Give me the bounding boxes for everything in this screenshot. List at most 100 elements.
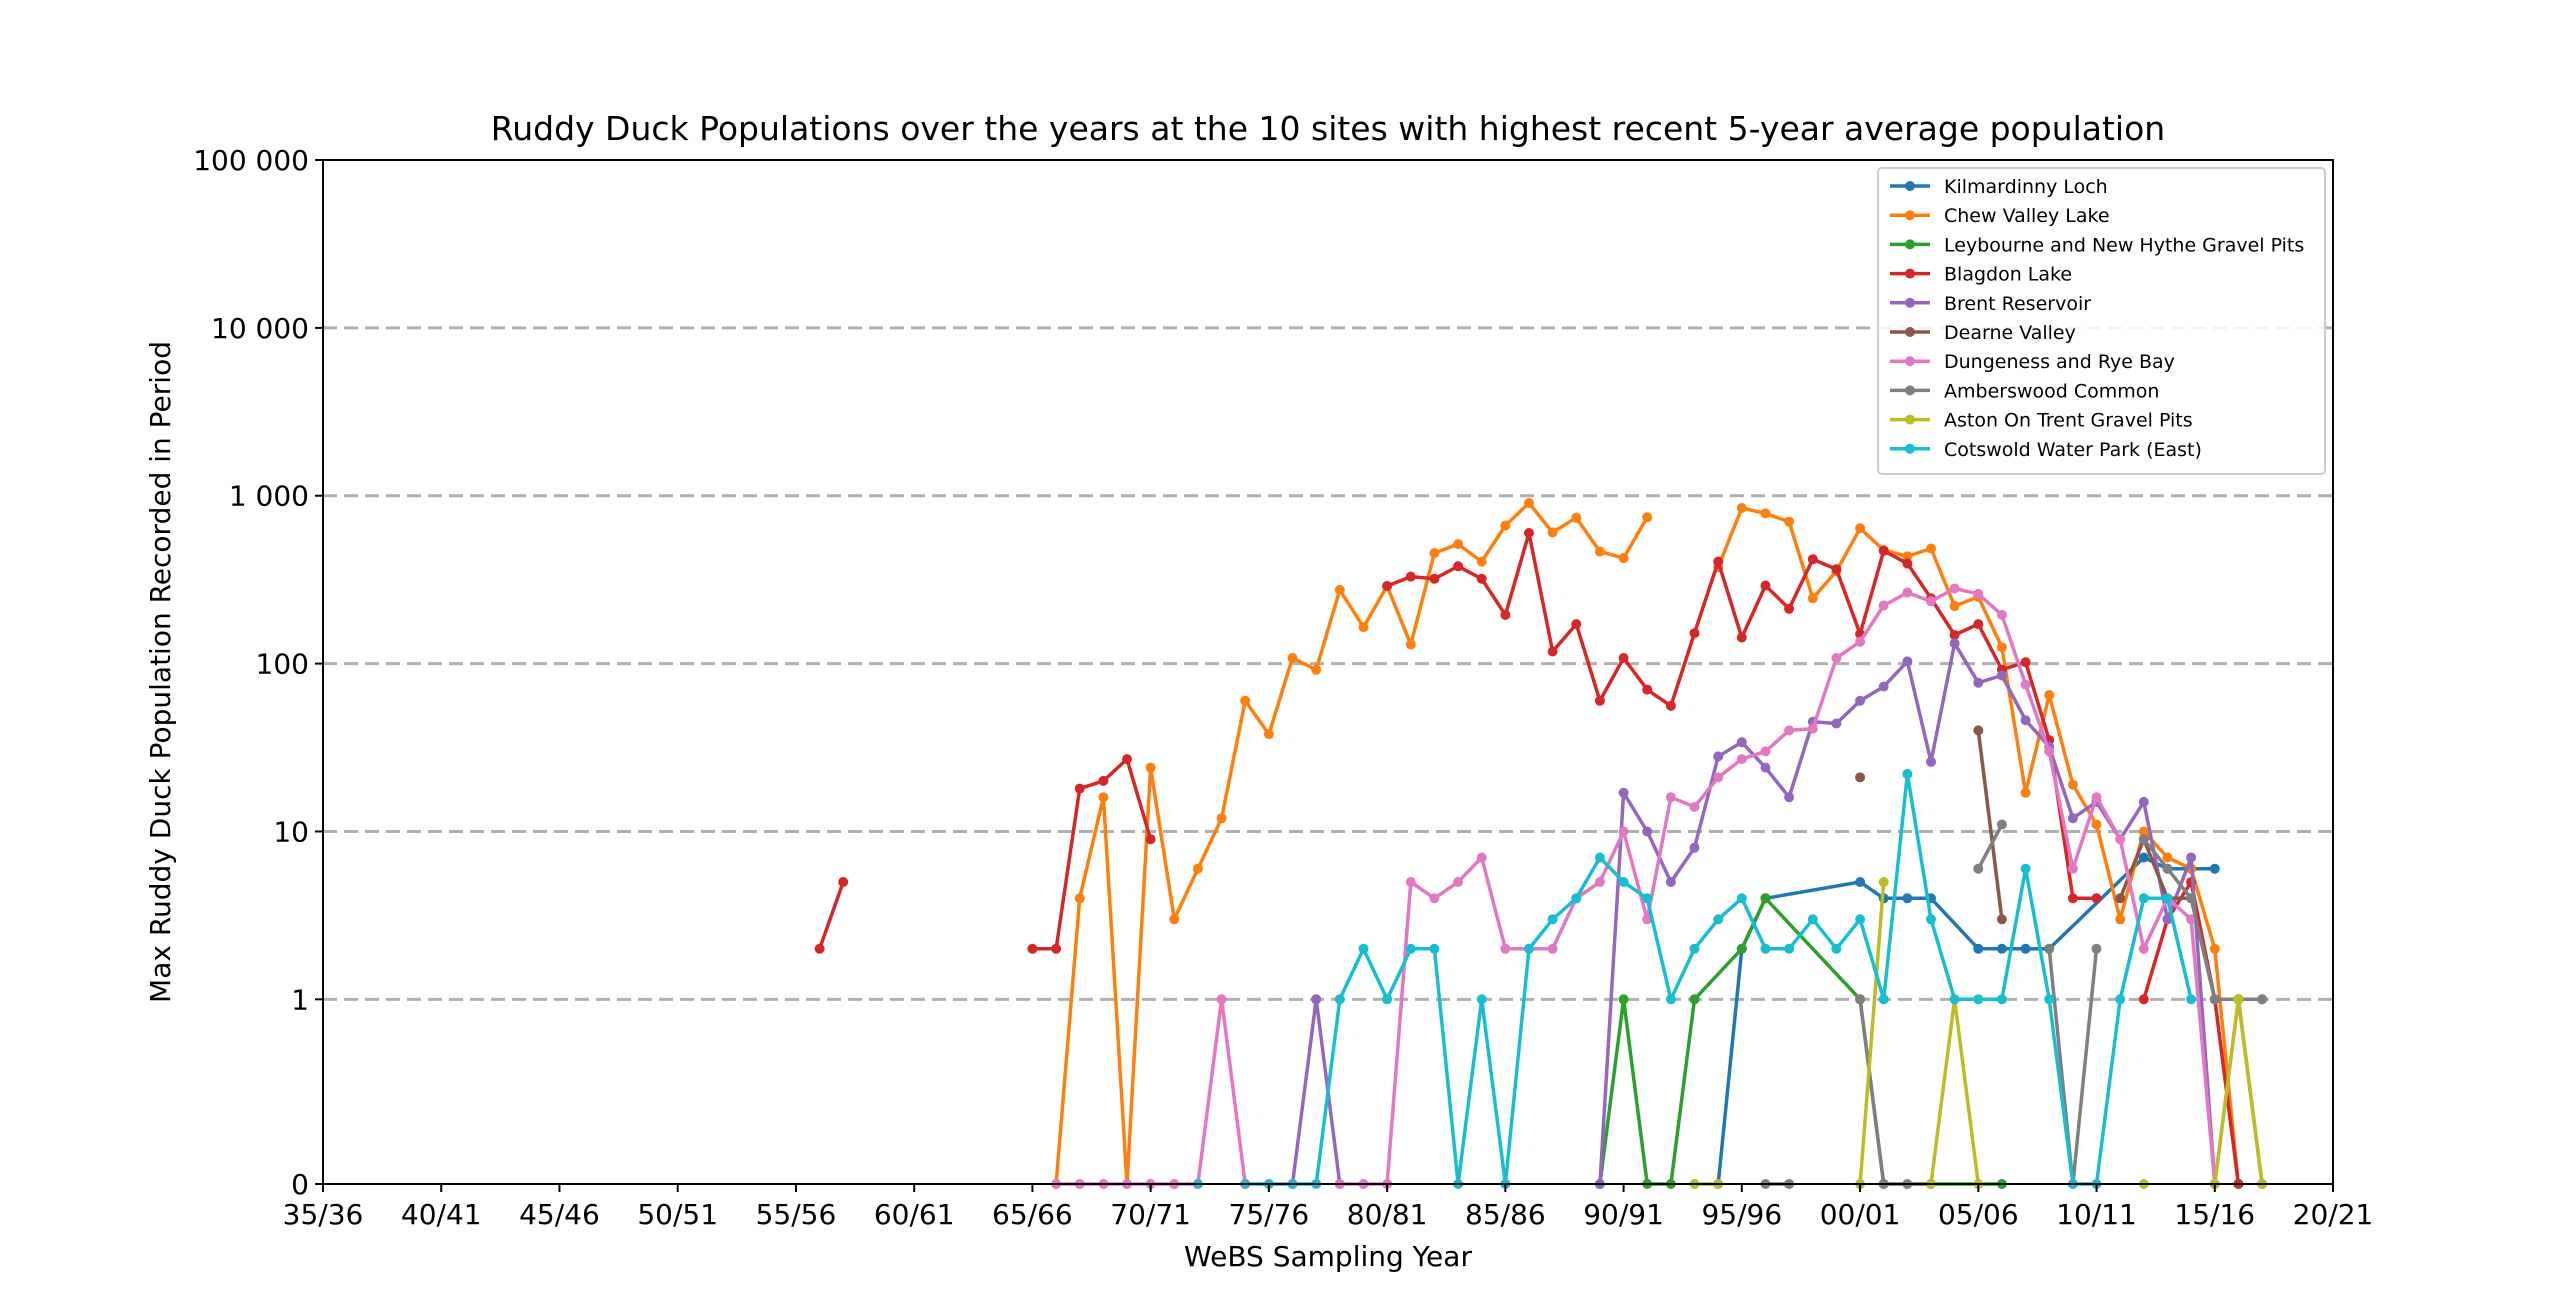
- data-point: [1500, 520, 1511, 531]
- data-point: [1665, 792, 1676, 803]
- data-point: [1594, 877, 1605, 887]
- data-point: [1996, 819, 2007, 830]
- data-point: [1949, 583, 1960, 594]
- data-point: [1973, 943, 1984, 954]
- data-point: [1973, 619, 1984, 630]
- data-point: [1926, 596, 1936, 607]
- data-point: [1122, 754, 1132, 765]
- legend-entry: Chew Valley Lake: [1944, 205, 2110, 227]
- data-point: [1429, 893, 1440, 904]
- data-point: [1878, 877, 1889, 887]
- x-axis-label: WeBS Sampling Year: [1184, 1240, 1472, 1273]
- data-point: [1784, 516, 1795, 527]
- y-tick-label: 10 000: [211, 312, 309, 345]
- data-point: [1476, 573, 1487, 584]
- data-point: [1831, 943, 1842, 954]
- series-line: [1929, 997, 1981, 1185]
- x-tick-label: 90/91: [1583, 1198, 1664, 1231]
- data-point: [1405, 571, 1416, 582]
- data-point: [2115, 994, 2126, 1005]
- data-point: [1736, 503, 1747, 513]
- data-point: [1831, 718, 1842, 729]
- data-point: [1902, 558, 1913, 569]
- data-point: [1358, 943, 1369, 954]
- series-line: [1290, 997, 1342, 1185]
- y-tick-label: 1 000: [229, 480, 309, 513]
- data-point: [1287, 653, 1298, 663]
- data-point: [1594, 695, 1605, 706]
- data-point: [1642, 512, 1653, 523]
- data-point: [1642, 684, 1653, 695]
- data-point: [1453, 877, 1464, 887]
- legend-marker: [1905, 414, 1915, 425]
- data-point: [1784, 603, 1795, 614]
- data-point: [1831, 564, 1842, 575]
- data-point: [1547, 646, 1558, 657]
- data-point: [2209, 863, 2220, 874]
- data-point: [1500, 943, 1511, 954]
- data-point: [1902, 551, 1913, 562]
- data-point: [1949, 601, 1960, 612]
- legend-entry: Dungeness and Rye Bay: [1944, 351, 2175, 373]
- data-point: [1618, 826, 1629, 837]
- y-axis-label: Max Ruddy Duck Population Recorded in Pe…: [144, 341, 177, 1003]
- data-point: [1736, 893, 1747, 904]
- x-tick-label: 15/16: [2174, 1198, 2255, 1231]
- y-tick-label: 100 000: [193, 144, 309, 177]
- data-point: [1996, 609, 2007, 620]
- data-point: [1784, 792, 1795, 803]
- data-point: [1784, 943, 1795, 954]
- data-point: [1973, 725, 1984, 736]
- data-point: [2091, 943, 2102, 954]
- data-point: [2186, 852, 2197, 863]
- series-line: [1858, 881, 1886, 1185]
- data-point: [1216, 813, 1227, 824]
- data-point: [1902, 656, 1913, 667]
- y-tick-label: 100: [256, 648, 309, 681]
- data-point: [2044, 994, 2055, 1005]
- data-point: [1642, 826, 1653, 837]
- x-tick-label: 65/66: [992, 1198, 1073, 1231]
- series-line: [1976, 730, 2004, 920]
- data-point: [1926, 914, 1936, 925]
- data-point: [2115, 834, 2126, 845]
- series-line: [1716, 506, 2241, 1185]
- data-point: [1263, 729, 1274, 740]
- series-line: [1598, 896, 2002, 1186]
- data-point: [1689, 628, 1700, 639]
- data-point: [2257, 994, 2268, 1005]
- x-tick-label: 05/06: [1938, 1198, 2019, 1231]
- x-tick-label: 40/41: [401, 1198, 482, 1231]
- data-point: [1878, 600, 1889, 611]
- legend-entry: Dearne Valley: [1944, 322, 2076, 344]
- y-tick-label: 10: [273, 815, 309, 848]
- series-line: [2142, 838, 2263, 1002]
- data-point: [2067, 813, 2078, 824]
- data-point: [1736, 943, 1747, 954]
- data-point: [2020, 787, 2031, 798]
- data-point: [2162, 863, 2173, 874]
- data-point: [1453, 561, 1464, 572]
- data-point: [2067, 893, 2078, 904]
- data-point: [1996, 670, 2007, 681]
- data-point: [2162, 852, 2173, 863]
- data-point: [2020, 863, 2031, 874]
- data-point: [1760, 943, 1771, 954]
- data-point: [1855, 636, 1866, 647]
- data-point: [2138, 893, 2149, 904]
- data-point: [1902, 587, 1913, 598]
- data-point: [2115, 914, 2126, 925]
- data-point: [1996, 943, 2007, 954]
- legend-marker: [1905, 210, 1915, 221]
- x-tick-label: 70/71: [1110, 1198, 1191, 1231]
- data-point: [1594, 852, 1605, 863]
- series-line: [1976, 823, 2004, 870]
- data-point: [1713, 772, 1724, 783]
- data-point: [1405, 639, 1416, 650]
- data-point: [1760, 762, 1771, 773]
- data-point: [1547, 527, 1558, 538]
- data-point: [1547, 943, 1558, 954]
- x-tick-label: 60/61: [874, 1198, 955, 1231]
- data-point: [2138, 994, 2149, 1005]
